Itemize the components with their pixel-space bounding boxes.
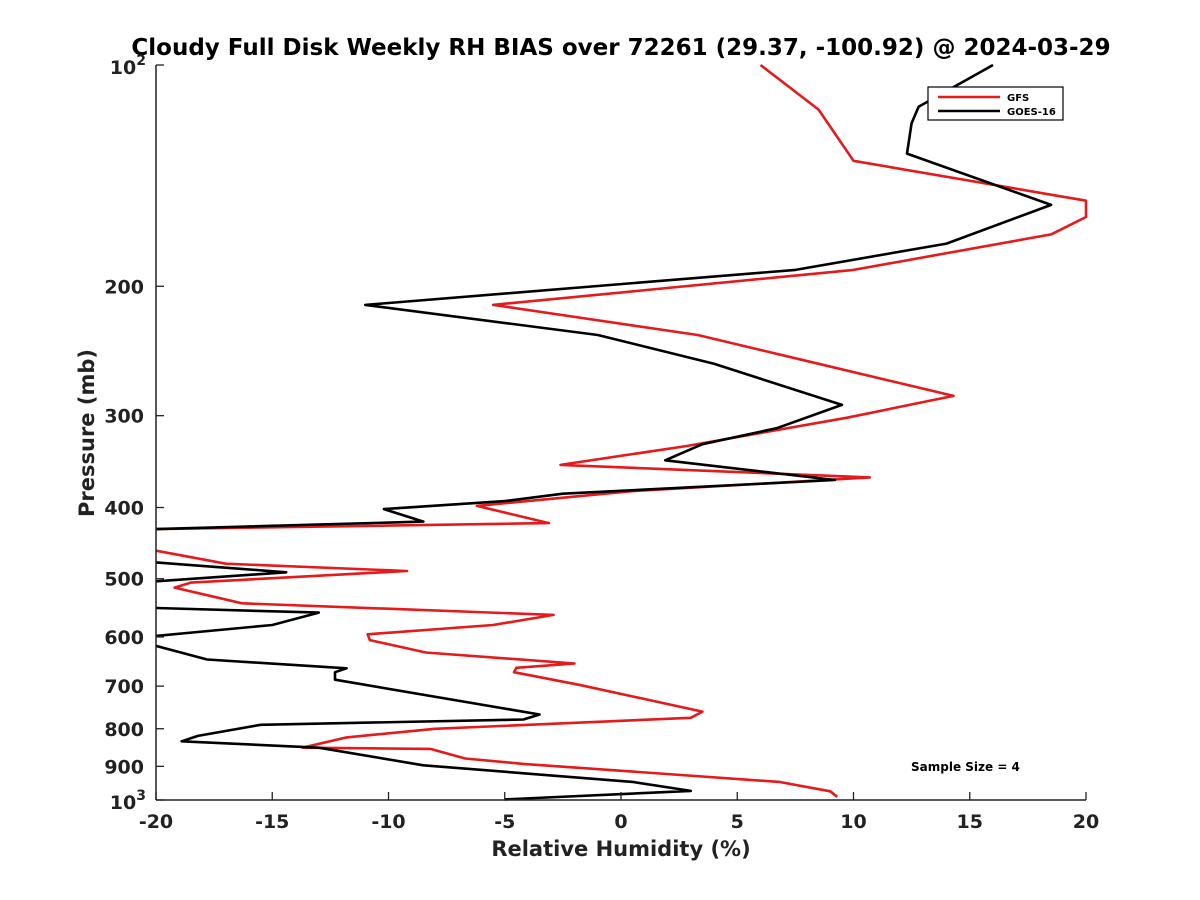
legend-label-gfs: GFS [1007, 93, 1029, 104]
x-tick-label: -10 [371, 811, 405, 833]
x-tick-label: -20 [139, 811, 173, 833]
y-tick-label: 103 [110, 788, 146, 814]
y-tick-label: 600 [104, 627, 144, 649]
x-tick-label: -15 [255, 811, 289, 833]
y-axis-ticks: 102 200 300 400 500 600 700 800 900 103 [104, 53, 164, 814]
y-tick-label: 300 [104, 406, 144, 428]
x-tick-label: 15 [957, 811, 983, 833]
x-axis-ticks: -20 -15 -10 -5 0 5 10 15 20 [139, 792, 1099, 833]
series-line-gfs [156, 63, 1088, 798]
x-tick-label: 20 [1073, 811, 1099, 833]
chart-title: Cloudy Full Disk Weekly RH BIAS over 722… [131, 35, 1110, 61]
x-tick-label: 5 [731, 811, 744, 833]
y-tick-label: 700 [104, 676, 144, 698]
series-line-goes-16 [156, 63, 1053, 801]
y-axis-label: Pressure (mb) [75, 349, 99, 517]
legend: GFS GOES-16 [927, 86, 1064, 121]
y-tick-label: 800 [104, 719, 144, 741]
y-tick-label: 200 [104, 276, 144, 298]
x-tick-label: -5 [494, 811, 515, 833]
sample-size-annotation: Sample Size = 4 [911, 760, 1020, 774]
x-tick-label: 10 [840, 811, 866, 833]
y-tick-label: 102 [110, 53, 146, 79]
x-axis-label: Relative Humidity (%) [491, 837, 750, 861]
legend-box [927, 86, 1064, 121]
y-tick-label: 400 [104, 498, 144, 520]
plot-area [156, 63, 1088, 801]
legend-label-goes-16: GOES-16 [1007, 107, 1056, 118]
y-tick-label: 900 [104, 756, 144, 778]
x-tick-label: 0 [614, 811, 627, 833]
y-tick-label: 500 [104, 569, 144, 591]
